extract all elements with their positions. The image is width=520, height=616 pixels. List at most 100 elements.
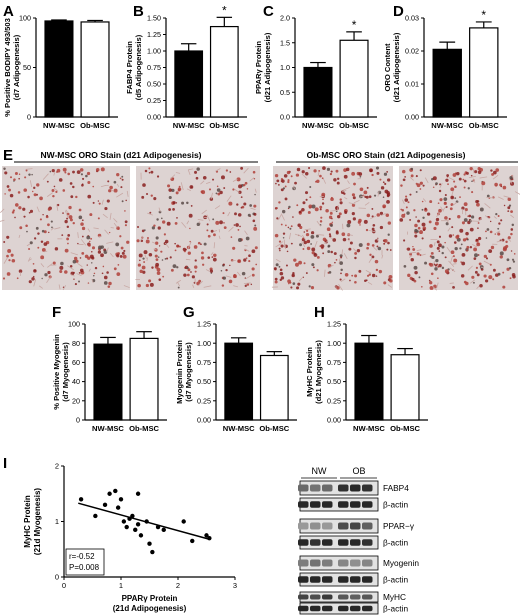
y-tick-label-a: 0 [27,113,31,122]
stain-droplet [444,201,447,204]
stain-fiber [104,229,109,235]
blot-band [310,559,321,567]
y-tick-label-g: 0.00 [197,416,211,425]
stain-droplet [148,252,153,257]
stain-droplet [54,247,59,251]
stain-droplet [302,248,305,250]
y-tick-label-d: 0.03 [405,14,419,23]
stain-droplet [47,270,51,275]
stain-droplet [426,212,431,216]
stain-fiber [101,199,104,205]
stain-droplet [36,183,40,187]
stain-droplet [9,193,14,198]
blot-band [310,594,321,600]
stain-fiber [46,192,53,197]
stain-droplet [445,178,449,182]
stain-droplet [119,235,122,238]
scatter-point [133,527,138,533]
stain-droplet [358,218,362,223]
stain-droplet [37,232,40,235]
stain-droplet [276,217,279,220]
stain-fiber [344,197,348,200]
stain-droplet [429,281,433,285]
stain-droplet [429,200,433,204]
stain-droplet [410,174,414,178]
stain-droplet [489,230,493,234]
stain-droplet [172,177,175,180]
stain-droplet [354,251,358,255]
stain-droplet [503,246,508,251]
stain-droplet [223,226,227,230]
stain-droplet [49,170,52,173]
stain-droplet [252,219,256,223]
stain-fiber [484,203,491,209]
stain-droplet [16,277,19,280]
scatter-point [107,491,112,496]
scatter-point [113,488,118,494]
stain-droplet [66,225,70,229]
stain-droplet [489,263,492,266]
stain-droplet [154,254,158,258]
stain-fiber [110,252,114,258]
panel-label-a: A [3,3,14,20]
stain-droplet [430,272,434,276]
stain-droplet [250,283,253,286]
stain-droplet [115,242,120,247]
scatter-x-tick-label: 2 [176,581,180,590]
stain-droplet [59,270,63,274]
stain-droplet [279,268,283,272]
stain-droplet [91,246,96,250]
stain-droplet [216,188,221,192]
blot-band [322,605,333,612]
stain-droplet [4,193,6,195]
stain-droplet [93,275,95,277]
stain-droplet [438,250,441,252]
stain-droplet [305,233,310,237]
stain-droplet [55,190,58,193]
stain-droplet [103,281,108,285]
stain-droplet [32,275,35,278]
scatter-x-axis-label-line: PPARγ Protein [122,594,178,603]
stain-droplet [404,176,406,178]
stain-droplet [326,167,331,171]
stain-fiber [80,239,87,246]
stain-droplet [219,220,223,225]
stain-droplet [32,190,34,193]
stain-droplet [23,215,26,218]
stain-droplet [72,170,75,174]
stain-droplet [9,176,13,179]
y-tick-label-h: 0.00 [327,416,341,425]
stain-droplet [2,277,6,280]
stain-droplet [93,272,96,275]
stain-droplet [156,267,161,272]
stain-image-1 [0,166,130,291]
stain-droplet [237,213,242,217]
stain-droplet [59,265,64,270]
stain-droplet [469,167,473,171]
y-tick-label-c: 1.5 [280,38,290,47]
stain-fiber [452,201,458,207]
stain-droplet [475,266,478,269]
stain-droplet [435,217,440,222]
stain-droplet [155,262,160,267]
stain-droplet [168,208,172,211]
stain-fiber [479,176,488,179]
stain-droplet [196,167,200,171]
stain-droplet [113,188,118,193]
stain-droplet [32,262,35,265]
stain-droplet [106,199,110,203]
stain-droplet [31,173,33,176]
stain-droplet [201,251,204,255]
stain-droplet [472,281,475,284]
bar-chart-c: 0.0 0.5 1.0 1.5 2.0 PPARγ Protein(d21 Adipoge… [254,14,377,130]
stain-droplet [151,266,154,269]
stain-droplet [109,185,113,190]
stain-fiber [329,237,334,240]
stain-fiber [76,273,82,277]
stain-droplet [172,201,176,205]
panel-label-i: I [3,455,7,472]
bar-f-ob [129,337,159,421]
stain-fiber [432,286,438,291]
stain-droplet [344,211,348,215]
stain-droplet [285,224,287,227]
